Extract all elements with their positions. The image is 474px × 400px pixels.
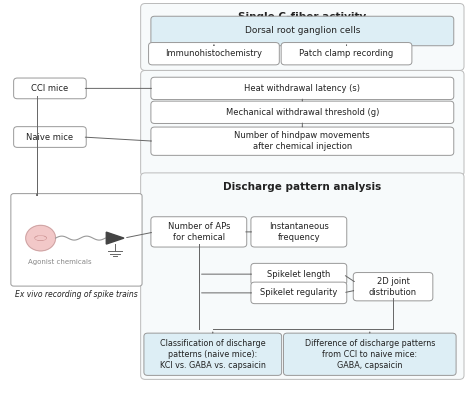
FancyBboxPatch shape (151, 217, 247, 247)
FancyBboxPatch shape (14, 127, 86, 147)
Text: Dorsal root ganglion cells: Dorsal root ganglion cells (245, 26, 360, 36)
FancyBboxPatch shape (141, 4, 464, 70)
Text: Ex vivo recording of spike trains: Ex vivo recording of spike trains (15, 290, 138, 299)
Text: Spikelet regularity: Spikelet regularity (260, 288, 337, 297)
FancyBboxPatch shape (251, 217, 347, 247)
Text: Instantaneous
frequency: Instantaneous frequency (269, 222, 329, 242)
Circle shape (26, 225, 55, 251)
FancyBboxPatch shape (151, 16, 454, 46)
Text: Number of hindpaw movements
after chemical injection: Number of hindpaw movements after chemic… (235, 131, 370, 151)
FancyBboxPatch shape (283, 333, 456, 375)
Text: Immunohistochemistry: Immunohistochemistry (165, 49, 263, 58)
FancyBboxPatch shape (353, 272, 433, 301)
FancyBboxPatch shape (281, 42, 412, 65)
FancyBboxPatch shape (151, 127, 454, 155)
FancyBboxPatch shape (141, 173, 464, 379)
FancyBboxPatch shape (14, 78, 86, 99)
Text: Naive mice: Naive mice (27, 132, 73, 142)
Text: 2D joint
distribution: 2D joint distribution (369, 277, 417, 297)
Text: Agonist chemicals: Agonist chemicals (27, 259, 91, 265)
Text: Classification of discharge
patterns (naive mice):
KCl vs. GABA vs. capsaicin: Classification of discharge patterns (na… (160, 339, 266, 370)
Text: Single C-fiber activity: Single C-fiber activity (238, 12, 366, 22)
FancyBboxPatch shape (151, 77, 454, 100)
FancyBboxPatch shape (151, 101, 454, 124)
Text: Behavioral tests: Behavioral tests (254, 79, 350, 89)
FancyBboxPatch shape (144, 333, 282, 375)
Text: Spikelet length: Spikelet length (267, 270, 330, 279)
Text: Number of APs
for chemical: Number of APs for chemical (168, 222, 230, 242)
Text: Patch clamp recording: Patch clamp recording (300, 49, 393, 58)
FancyBboxPatch shape (251, 282, 347, 304)
FancyBboxPatch shape (141, 70, 464, 176)
Polygon shape (106, 232, 124, 244)
Text: CCI mice: CCI mice (31, 84, 69, 93)
Text: Heat withdrawal latency (s): Heat withdrawal latency (s) (244, 84, 360, 93)
Text: Discharge pattern analysis: Discharge pattern analysis (223, 182, 382, 192)
FancyBboxPatch shape (11, 194, 142, 286)
FancyBboxPatch shape (148, 42, 279, 65)
Text: Mechanical withdrawal threshold (g): Mechanical withdrawal threshold (g) (226, 108, 379, 117)
FancyBboxPatch shape (251, 263, 347, 285)
Text: Difference of discharge patterns
from CCI to naive mice:
GABA, capsaicin: Difference of discharge patterns from CC… (305, 339, 435, 370)
